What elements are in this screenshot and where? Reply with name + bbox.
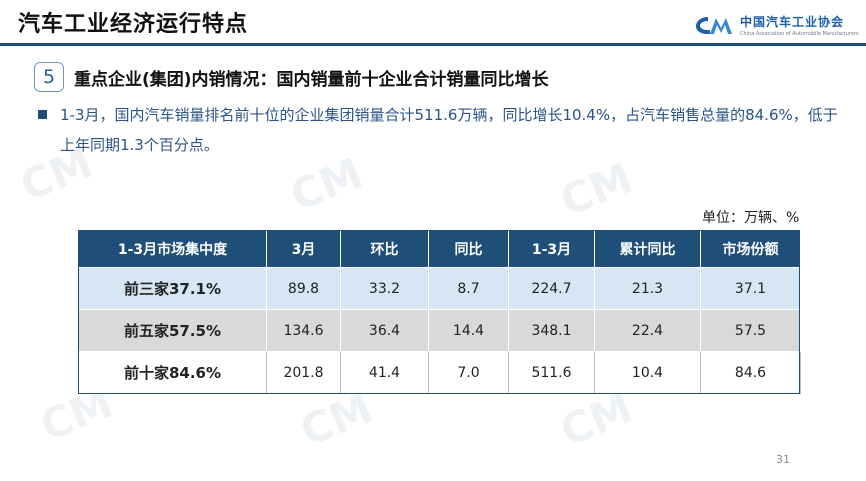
column-header: 1-3月市场集中度 [78, 230, 267, 268]
table-cell: 134.6 [266, 309, 341, 352]
caam-logo-icon [694, 13, 736, 37]
row-label: 前十家84.6% [78, 351, 267, 394]
table-cell: 201.8 [266, 351, 341, 394]
logo-text-cn: 中国汽车工业协会 [740, 15, 845, 29]
table-cell: 8.7 [428, 267, 509, 310]
row-label: 前三家37.1% [78, 267, 267, 310]
watermark-logo: CM [553, 153, 640, 226]
column-header: 累计同比 [594, 230, 701, 268]
header-divider [0, 43, 866, 46]
column-header: 环比 [340, 230, 429, 268]
watermark-logo: CM [553, 383, 640, 456]
caam-logo: 中国汽车工业协会 China Association of Automobile… [694, 10, 859, 40]
table-cell: 10.4 [594, 351, 701, 394]
table-cell: 7.0 [428, 351, 509, 394]
column-header: 市场份额 [700, 230, 801, 268]
table-cell: 348.1 [508, 309, 595, 352]
table-cell: 37.1 [700, 267, 801, 310]
unit-label: 单位：万辆、% [702, 210, 800, 226]
slide-header: 汽车工业经济运行特点 中国汽车工业协会 China Association of… [0, 0, 866, 46]
table-header-row: 1-3月市场集中度 3月 环比 同比 1-3月 累计同比 市场份额 [78, 230, 801, 268]
table-cell: 511.6 [508, 351, 595, 394]
logo-text-en: China Association of Automobile Manufact… [740, 31, 859, 37]
section-number: 5 [34, 62, 64, 92]
table-cell: 22.4 [594, 309, 701, 352]
watermark-logo: CM [293, 383, 380, 456]
table-row: 前五家57.5% 134.6 36.4 14.4 348.1 22.4 57.5 [78, 309, 801, 352]
column-header: 1-3月 [508, 230, 595, 268]
table-cell: 33.2 [340, 267, 429, 310]
table-cell: 89.8 [266, 267, 341, 310]
table-row: 前十家84.6% 201.8 41.4 7.0 511.6 10.4 84.6 [78, 351, 801, 394]
table-cell: 41.4 [340, 351, 429, 394]
bullet-text: 1-3月，国内汽车销量排名前十位的企业集团销量合计511.6万辆，同比增长10.… [60, 106, 838, 154]
section-heading: 5 重点企业(集团)内销情况：国内销量前十企业合计销量同比增长 [34, 62, 549, 92]
column-header: 同比 [428, 230, 509, 268]
table-cell: 224.7 [508, 267, 595, 310]
table-row: 前三家37.1% 89.8 33.2 8.7 224.7 21.3 37.1 [78, 267, 801, 310]
table-cell: 36.4 [340, 309, 429, 352]
table-cell: 57.5 [700, 309, 801, 352]
slide-title: 汽车工业经济运行特点 [18, 12, 249, 37]
page-number: 31 [776, 453, 790, 466]
table-cell: 14.4 [428, 309, 509, 352]
column-header: 3月 [266, 230, 341, 268]
concentration-table: 1-3月市场集中度 3月 环比 同比 1-3月 累计同比 市场份额 前三家37.… [78, 230, 801, 394]
bullet-point: 1-3月，国内汽车销量排名前十位的企业集团销量合计511.6万辆，同比增长10.… [38, 100, 838, 160]
bullet-square-icon [38, 110, 47, 119]
row-label: 前五家57.5% [78, 309, 267, 352]
table-cell: 84.6 [700, 351, 801, 394]
section-title: 重点企业(集团)内销情况：国内销量前十企业合计销量同比增长 [74, 69, 549, 90]
table-cell: 21.3 [594, 267, 701, 310]
